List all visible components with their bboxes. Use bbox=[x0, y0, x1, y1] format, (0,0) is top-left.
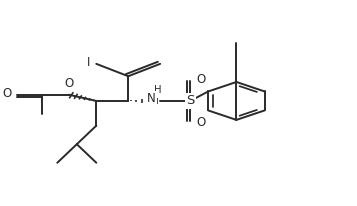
Text: O: O bbox=[197, 73, 206, 86]
Text: O: O bbox=[197, 116, 206, 129]
Text: N: N bbox=[147, 92, 156, 105]
Text: O: O bbox=[2, 87, 11, 100]
Text: S: S bbox=[186, 94, 195, 108]
Text: I: I bbox=[86, 56, 90, 69]
Text: O: O bbox=[64, 77, 74, 90]
Text: H: H bbox=[154, 85, 161, 95]
